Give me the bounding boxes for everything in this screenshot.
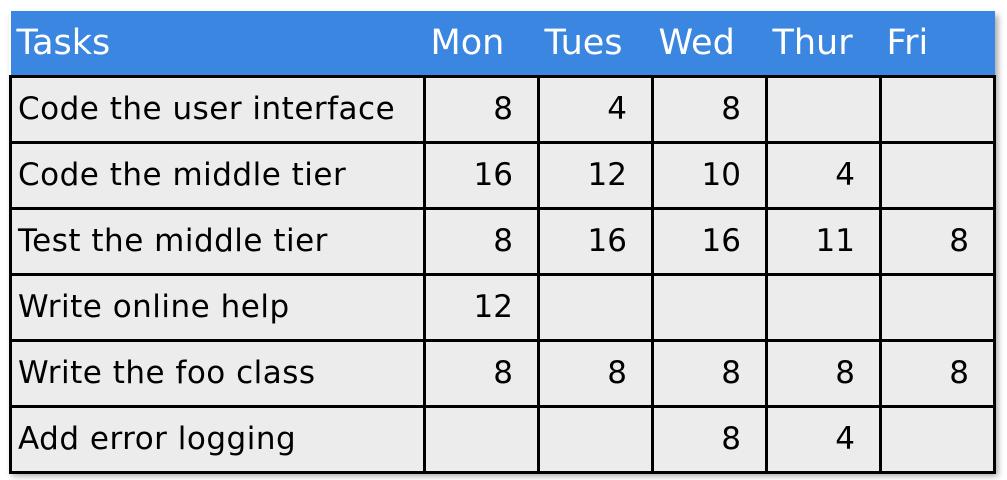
header-wed: Wed: [652, 11, 767, 78]
hours-cell: [765, 272, 882, 342]
table-row: Write online help 12: [9, 272, 996, 342]
hours-cell: 11: [765, 206, 882, 276]
hours-cell: [537, 272, 654, 342]
hours-cell: [765, 74, 882, 144]
hours-cell: 12: [423, 272, 540, 342]
task-cell: Write the foo class: [9, 338, 426, 408]
hours-cell: 4: [537, 74, 654, 144]
table-row: Test the middle tier 8 16 16 11 8: [9, 206, 996, 276]
hours-cell: 8: [651, 338, 768, 408]
hours-cell: 8: [879, 338, 996, 408]
task-cell: Code the user interface: [9, 74, 426, 144]
header-thur: Thur: [766, 11, 881, 78]
hours-cell: 4: [765, 404, 882, 474]
header-tasks: Tasks: [10, 11, 425, 78]
hours-cell: [879, 74, 996, 144]
hours-cell: 8: [537, 338, 654, 408]
hours-cell: 8: [423, 338, 540, 408]
table-row: Write the foo class 8 8 8 8 8: [9, 338, 996, 408]
table-row: Code the user interface 8 4 8: [9, 74, 996, 144]
header-row: Tasks Mon Tues Wed Thur Fri: [10, 11, 995, 78]
task-cell: Add error logging: [9, 404, 426, 474]
hours-cell: [879, 140, 996, 210]
hours-cell: 8: [423, 206, 540, 276]
hours-cell: 8: [651, 74, 768, 144]
hours-cell: 12: [537, 140, 654, 210]
hours-cell: 4: [765, 140, 882, 210]
hours-cell: 8: [879, 206, 996, 276]
hours-cell: [651, 272, 768, 342]
task-cell: Test the middle tier: [9, 206, 426, 276]
task-hours-table: Tasks Mon Tues Wed Thur Fri Code the use…: [9, 11, 996, 474]
header-tues: Tues: [538, 11, 653, 78]
hours-cell: [537, 404, 654, 474]
hours-cell: 8: [765, 338, 882, 408]
task-cell: Write online help: [9, 272, 426, 342]
task-cell: Code the middle tier: [9, 140, 426, 210]
table-row: Add error logging 8 4: [9, 404, 996, 474]
hours-cell: [879, 404, 996, 474]
hours-cell: 8: [651, 404, 768, 474]
header-mon: Mon: [424, 11, 539, 78]
hours-cell: [423, 404, 540, 474]
hours-cell: 16: [423, 140, 540, 210]
hours-cell: 10: [651, 140, 768, 210]
hours-cell: 16: [537, 206, 654, 276]
header-fri: Fri: [880, 11, 995, 78]
task-hours-table-container: Tasks Mon Tues Wed Thur Fri Code the use…: [9, 11, 996, 474]
hours-cell: 16: [651, 206, 768, 276]
hours-cell: [879, 272, 996, 342]
table-row: Code the middle tier 16 12 10 4: [9, 140, 996, 210]
hours-cell: 8: [423, 74, 540, 144]
